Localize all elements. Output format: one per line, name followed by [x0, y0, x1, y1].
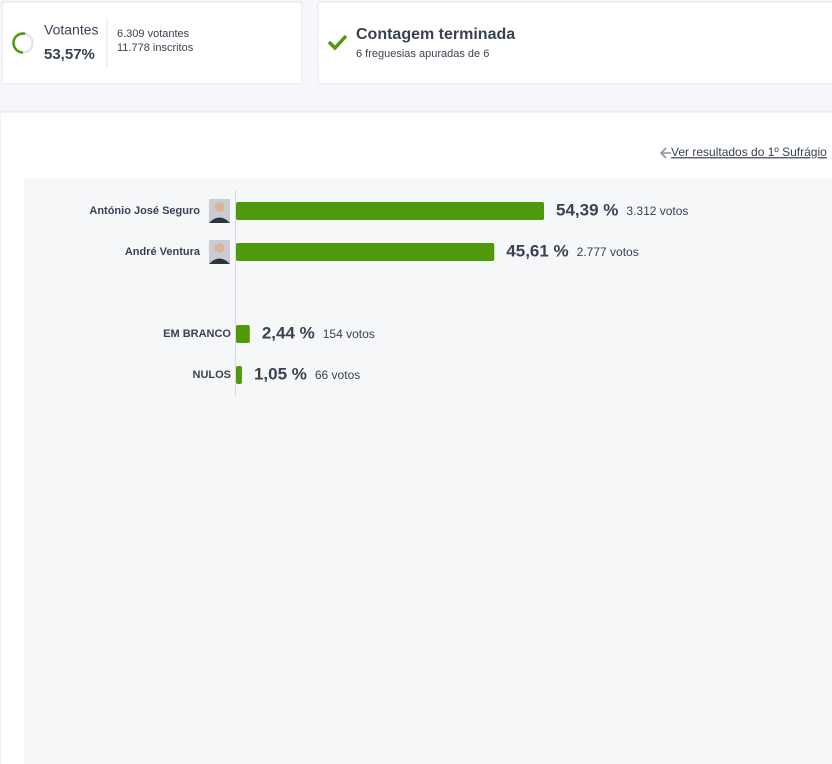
- status-subtitle: 6 freguesias apuradas de 6: [356, 48, 489, 60]
- registered: 11.778 inscritos: [117, 42, 194, 54]
- check-icon: [327, 34, 348, 51]
- votes-label: 154 votos: [323, 327, 375, 341]
- status-title: Contagem terminada: [356, 26, 515, 43]
- result-bar: [236, 243, 495, 261]
- previous-round-link[interactable]: Ver resultados do 1º Sufrágio: [671, 145, 827, 159]
- photo-body: [209, 217, 230, 223]
- voters: 6.309 votantes: [117, 28, 190, 40]
- turnout-ring: [12, 32, 26, 54]
- turnout-card: [1, 1, 303, 85]
- percent-label: 1,05 %: [254, 364, 307, 383]
- photo-body: [209, 258, 230, 264]
- photo-head: [214, 243, 225, 253]
- candidate-name: André Ventura: [125, 246, 201, 258]
- votes-label: 66 votos: [315, 368, 360, 382]
- result-bar: [236, 202, 545, 220]
- candidate-name: NULOS: [193, 369, 232, 381]
- turnout-value: 53,57%: [44, 46, 95, 63]
- result-bar: [236, 325, 250, 343]
- turnout-label: Votantes: [44, 22, 99, 38]
- status-card: [317, 1, 832, 85]
- candidate-name: EM BRANCO: [163, 328, 231, 340]
- result-bar: [236, 366, 242, 384]
- candidate-name: António José Seguro: [89, 205, 200, 217]
- photo-head: [214, 202, 225, 212]
- votes-label: 2.777 votos: [577, 245, 639, 259]
- back-arrow: [659, 147, 671, 159]
- votes-label: 3.312 votos: [626, 204, 688, 218]
- percent-label: 54,39 %: [556, 200, 618, 219]
- percent-label: 45,61 %: [506, 241, 568, 260]
- rows: António José Seguro 54,39 % 3.312 votos And…: [89, 199, 688, 384]
- chart-area: [24, 178, 832, 764]
- percent-label: 2,44 %: [262, 323, 315, 342]
